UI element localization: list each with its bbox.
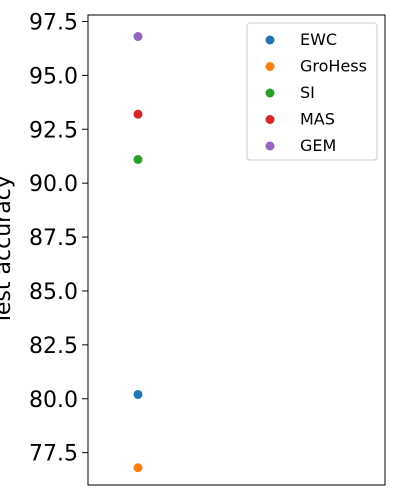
data-point-mas — [133, 109, 143, 119]
legend-label-grohess: GroHess — [300, 57, 367, 76]
y-tick-label: 97.5 — [29, 10, 78, 35]
y-tick-label: 82.5 — [29, 334, 78, 359]
y-tick-label: 95.0 — [29, 64, 78, 89]
y-tick-label: 77.5 — [29, 442, 78, 467]
y-axis-label: Test accuracy — [0, 175, 16, 326]
legend-label-ewc: EWC — [300, 30, 337, 49]
legend-marker-mas — [265, 115, 275, 124]
legend-label-si: SI — [300, 83, 315, 102]
legend-marker-si — [265, 88, 275, 98]
y-tick-label: 85.0 — [29, 280, 78, 305]
legend-label-gem: GEM — [300, 136, 336, 155]
legend-box — [246, 22, 378, 161]
y-tick-label: 92.5 — [29, 118, 78, 143]
data-point-si — [133, 154, 143, 164]
y-tick-label: 87.5 — [29, 226, 78, 251]
data-point-grohess — [133, 463, 143, 473]
legend-marker-gem — [265, 141, 275, 151]
legend-marker-ewc — [265, 35, 275, 45]
y-tick-label: 90.0 — [29, 172, 78, 197]
data-point-ewc — [133, 389, 143, 399]
legend-marker-grohess — [265, 62, 275, 71]
plot-frame — [87, 14, 386, 486]
legend: EWC GroHess SI MAS GEM — [246, 22, 378, 161]
legend-label-mas: MAS — [300, 110, 335, 129]
data-point-gem — [133, 32, 143, 42]
y-tick-label: 80.0 — [29, 388, 78, 413]
